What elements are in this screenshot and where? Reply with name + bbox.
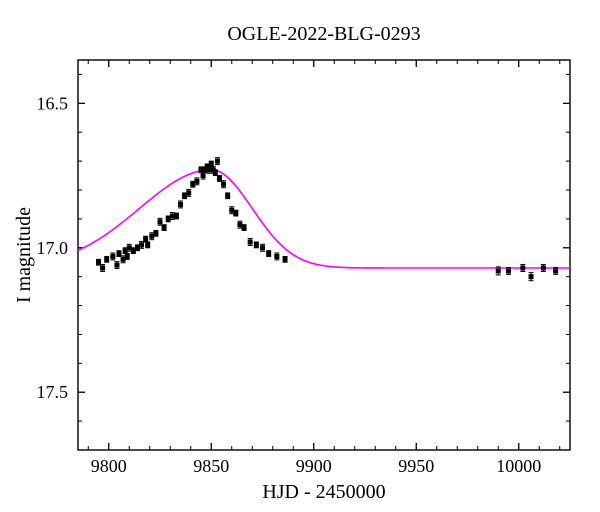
y-tick-label: 17.5 <box>37 382 69 402</box>
data-point <box>125 254 130 259</box>
data-point <box>104 257 109 262</box>
data-point <box>201 173 206 178</box>
x-tick-label: 10000 <box>496 456 541 476</box>
data-point <box>225 193 230 198</box>
data-point <box>209 162 214 167</box>
x-tick-label: 9950 <box>398 456 434 476</box>
data-point <box>541 266 546 271</box>
data-point <box>506 268 511 273</box>
data-point <box>174 214 179 219</box>
data-point <box>139 242 144 247</box>
x-axis-label: HJD - 2450000 <box>262 481 385 503</box>
data-point <box>213 170 218 175</box>
data-point <box>110 254 115 259</box>
chart-svg: 9800 9850 9900 9950 10000 16.5 17.0 17.5 OGLE-20… <box>0 0 600 512</box>
data-point <box>248 240 253 245</box>
data-point <box>194 179 199 184</box>
data-point <box>233 211 238 216</box>
data-point <box>529 274 534 279</box>
data-point <box>520 266 525 271</box>
y-axis-label: I magnitude <box>13 207 35 303</box>
data-point <box>143 237 148 242</box>
x-tick-label: 9900 <box>296 456 332 476</box>
data-point <box>217 176 222 181</box>
x-tick-label: 9800 <box>91 456 127 476</box>
data-point <box>158 219 163 224</box>
data-point <box>221 182 226 187</box>
data-point <box>283 257 288 262</box>
data-point <box>96 260 101 265</box>
data-point <box>553 268 558 273</box>
data-point <box>100 266 105 271</box>
data-point <box>266 251 271 256</box>
data-point <box>162 225 167 230</box>
chart-container: 9800 9850 9900 9950 10000 16.5 17.0 17.5 OGLE-20… <box>0 0 600 512</box>
data-point <box>153 231 158 236</box>
data-point <box>496 268 501 273</box>
y-tick-label: 17.0 <box>37 238 69 258</box>
data-point <box>242 225 247 230</box>
data-point <box>145 242 150 247</box>
data-point <box>260 245 265 250</box>
data-point <box>215 159 220 164</box>
x-tick-label: 9850 <box>193 456 229 476</box>
chart-title: OGLE-2022-BLG-0293 <box>227 23 420 45</box>
data-point <box>274 254 279 259</box>
data-point <box>117 251 122 256</box>
data-point <box>114 263 119 268</box>
y-tick-label: 16.5 <box>37 93 69 113</box>
data-point <box>254 242 259 247</box>
data-point <box>186 190 191 195</box>
data-point <box>178 202 183 207</box>
